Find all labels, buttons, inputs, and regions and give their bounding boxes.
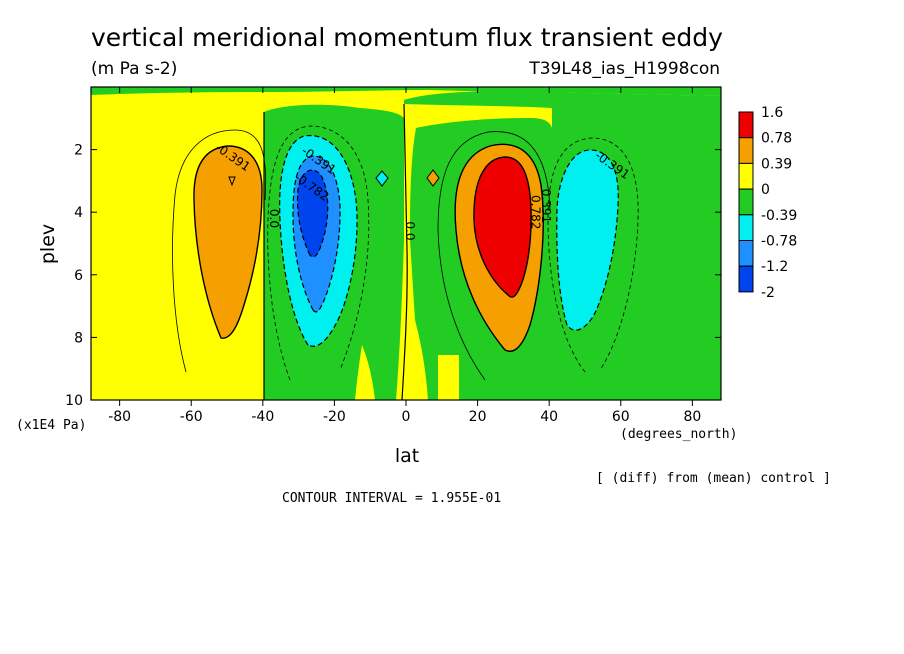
x-units-label: (degrees_north) [620,427,737,442]
y-tick-label: 2 [74,143,83,159]
colorbar-label: 1.6 [761,105,783,121]
chart-units: (m Pa s-2) [91,59,177,79]
x-tick-label: 80 [683,409,701,425]
y-tick-label: 6 [74,268,83,284]
contour-label: 0.391 [539,189,553,223]
field-region-south-neg-3 [296,169,329,258]
colorbar-swatch [738,162,754,190]
colorbar-label: -0.39 [761,208,797,224]
field-region-small-marker [228,176,236,187]
y-tick-label: 8 [74,330,83,346]
field-region-south-positive [193,145,263,339]
x-tick-label: -80 [108,409,131,425]
contour-label: 0.782 [528,195,542,229]
field-region-top-band [91,87,721,96]
y-units-label: (x1E4 Pa) [16,418,86,433]
y-axis-title: plev [37,224,59,264]
run-label: T39L48_ias_H1998con [528,59,720,79]
colorbar-label: 0.78 [761,131,792,147]
x-tick-label: 0 [402,409,411,425]
contour-label: 0.0 [403,221,417,240]
field-region-small-orange [426,169,440,187]
contour-label: 0.0 [267,209,281,228]
x-tick-label: -20 [323,409,346,425]
colorbar-label: 0.39 [761,156,792,172]
colorbar-swatch [738,214,754,242]
colorbar-label: -1.2 [761,259,788,275]
contour-outer-south-positive [172,129,267,373]
colorbar-label: -0.78 [761,234,797,250]
x-tick-label: -60 [180,409,203,425]
colorbar-swatch [738,265,754,293]
field-region-north-negative [556,149,619,331]
contour-outer-south-negative [267,125,370,381]
contour-outer-north-positive [437,131,551,381]
x-tick-label: 40 [540,409,558,425]
colorbar-label: 0 [761,182,770,198]
x-axis: -80 -60 -40 -20 0 20 40 60 80 [108,87,701,425]
colorbar-label: -2 [761,285,775,301]
y-tick-label: 4 [74,205,83,221]
diff-note: [ (diff) from (mean) control ] [596,471,831,486]
field-region-north-pos-2 [473,156,532,298]
x-axis-title: lat [395,445,419,467]
x-tick-label: 20 [469,409,487,425]
contour-zero-equator [401,103,408,401]
x-tick-label: 60 [612,409,630,425]
contour-outer-north-negative [547,137,639,373]
field-region-small-cyan [375,170,389,187]
colorbar-swatch [738,111,754,139]
contour-interval: CONTOUR INTERVAL = 1.955E-01 [282,491,501,506]
colorbar: 1.6 0.78 0.39 0 -0.39 -0.78 -1.2 -2 [738,105,797,301]
colorbar-swatch [738,188,754,216]
y-tick-label: 10 [65,393,83,409]
x-tick-label: -40 [251,409,274,425]
colorbar-swatch [738,240,754,267]
colorbar-swatch [738,137,754,164]
y-axis: 2 4 6 8 10 [65,143,721,409]
chart-title: vertical meridional momentum flux transi… [91,23,723,52]
